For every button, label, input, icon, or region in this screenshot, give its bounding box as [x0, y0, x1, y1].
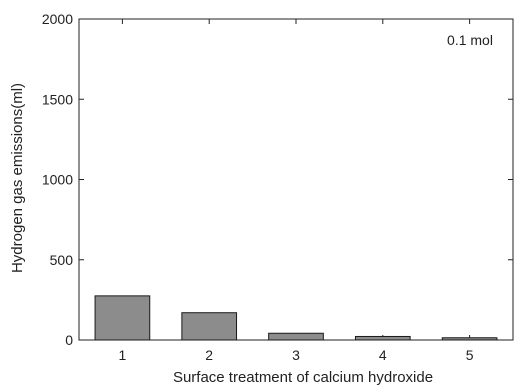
y-tick-label: 0 [65, 332, 73, 348]
y-axis-ticks: 0 500 1000 1500 2000 [42, 11, 513, 348]
plot-frame [78, 18, 514, 341]
bar-1 [94, 295, 151, 341]
bar-5 [441, 337, 498, 341]
bars [94, 295, 498, 341]
bar-3 [268, 332, 324, 341]
y-tick-label: 2000 [42, 11, 73, 27]
x-tick-label: 1 [119, 347, 127, 363]
bar-2 [181, 312, 238, 341]
y-tick-label: 500 [50, 252, 74, 268]
bar-4 [354, 335, 411, 341]
x-axis-ticks: 1 2 3 4 5 [119, 19, 474, 363]
y-axis-label: Hydrogen gas emissions(ml) [9, 83, 26, 273]
x-axis-label: Surface treatment of calcium hydroxide [173, 369, 433, 386]
x-tick-label: 3 [292, 347, 300, 363]
x-tick-label: 5 [466, 347, 474, 363]
x-tick-label: 2 [205, 347, 213, 363]
annotation-label: 0.1 mol [447, 32, 493, 48]
y-tick-label: 1500 [42, 91, 73, 107]
y-tick-label: 1000 [42, 172, 73, 188]
x-tick-label: 4 [379, 347, 387, 363]
